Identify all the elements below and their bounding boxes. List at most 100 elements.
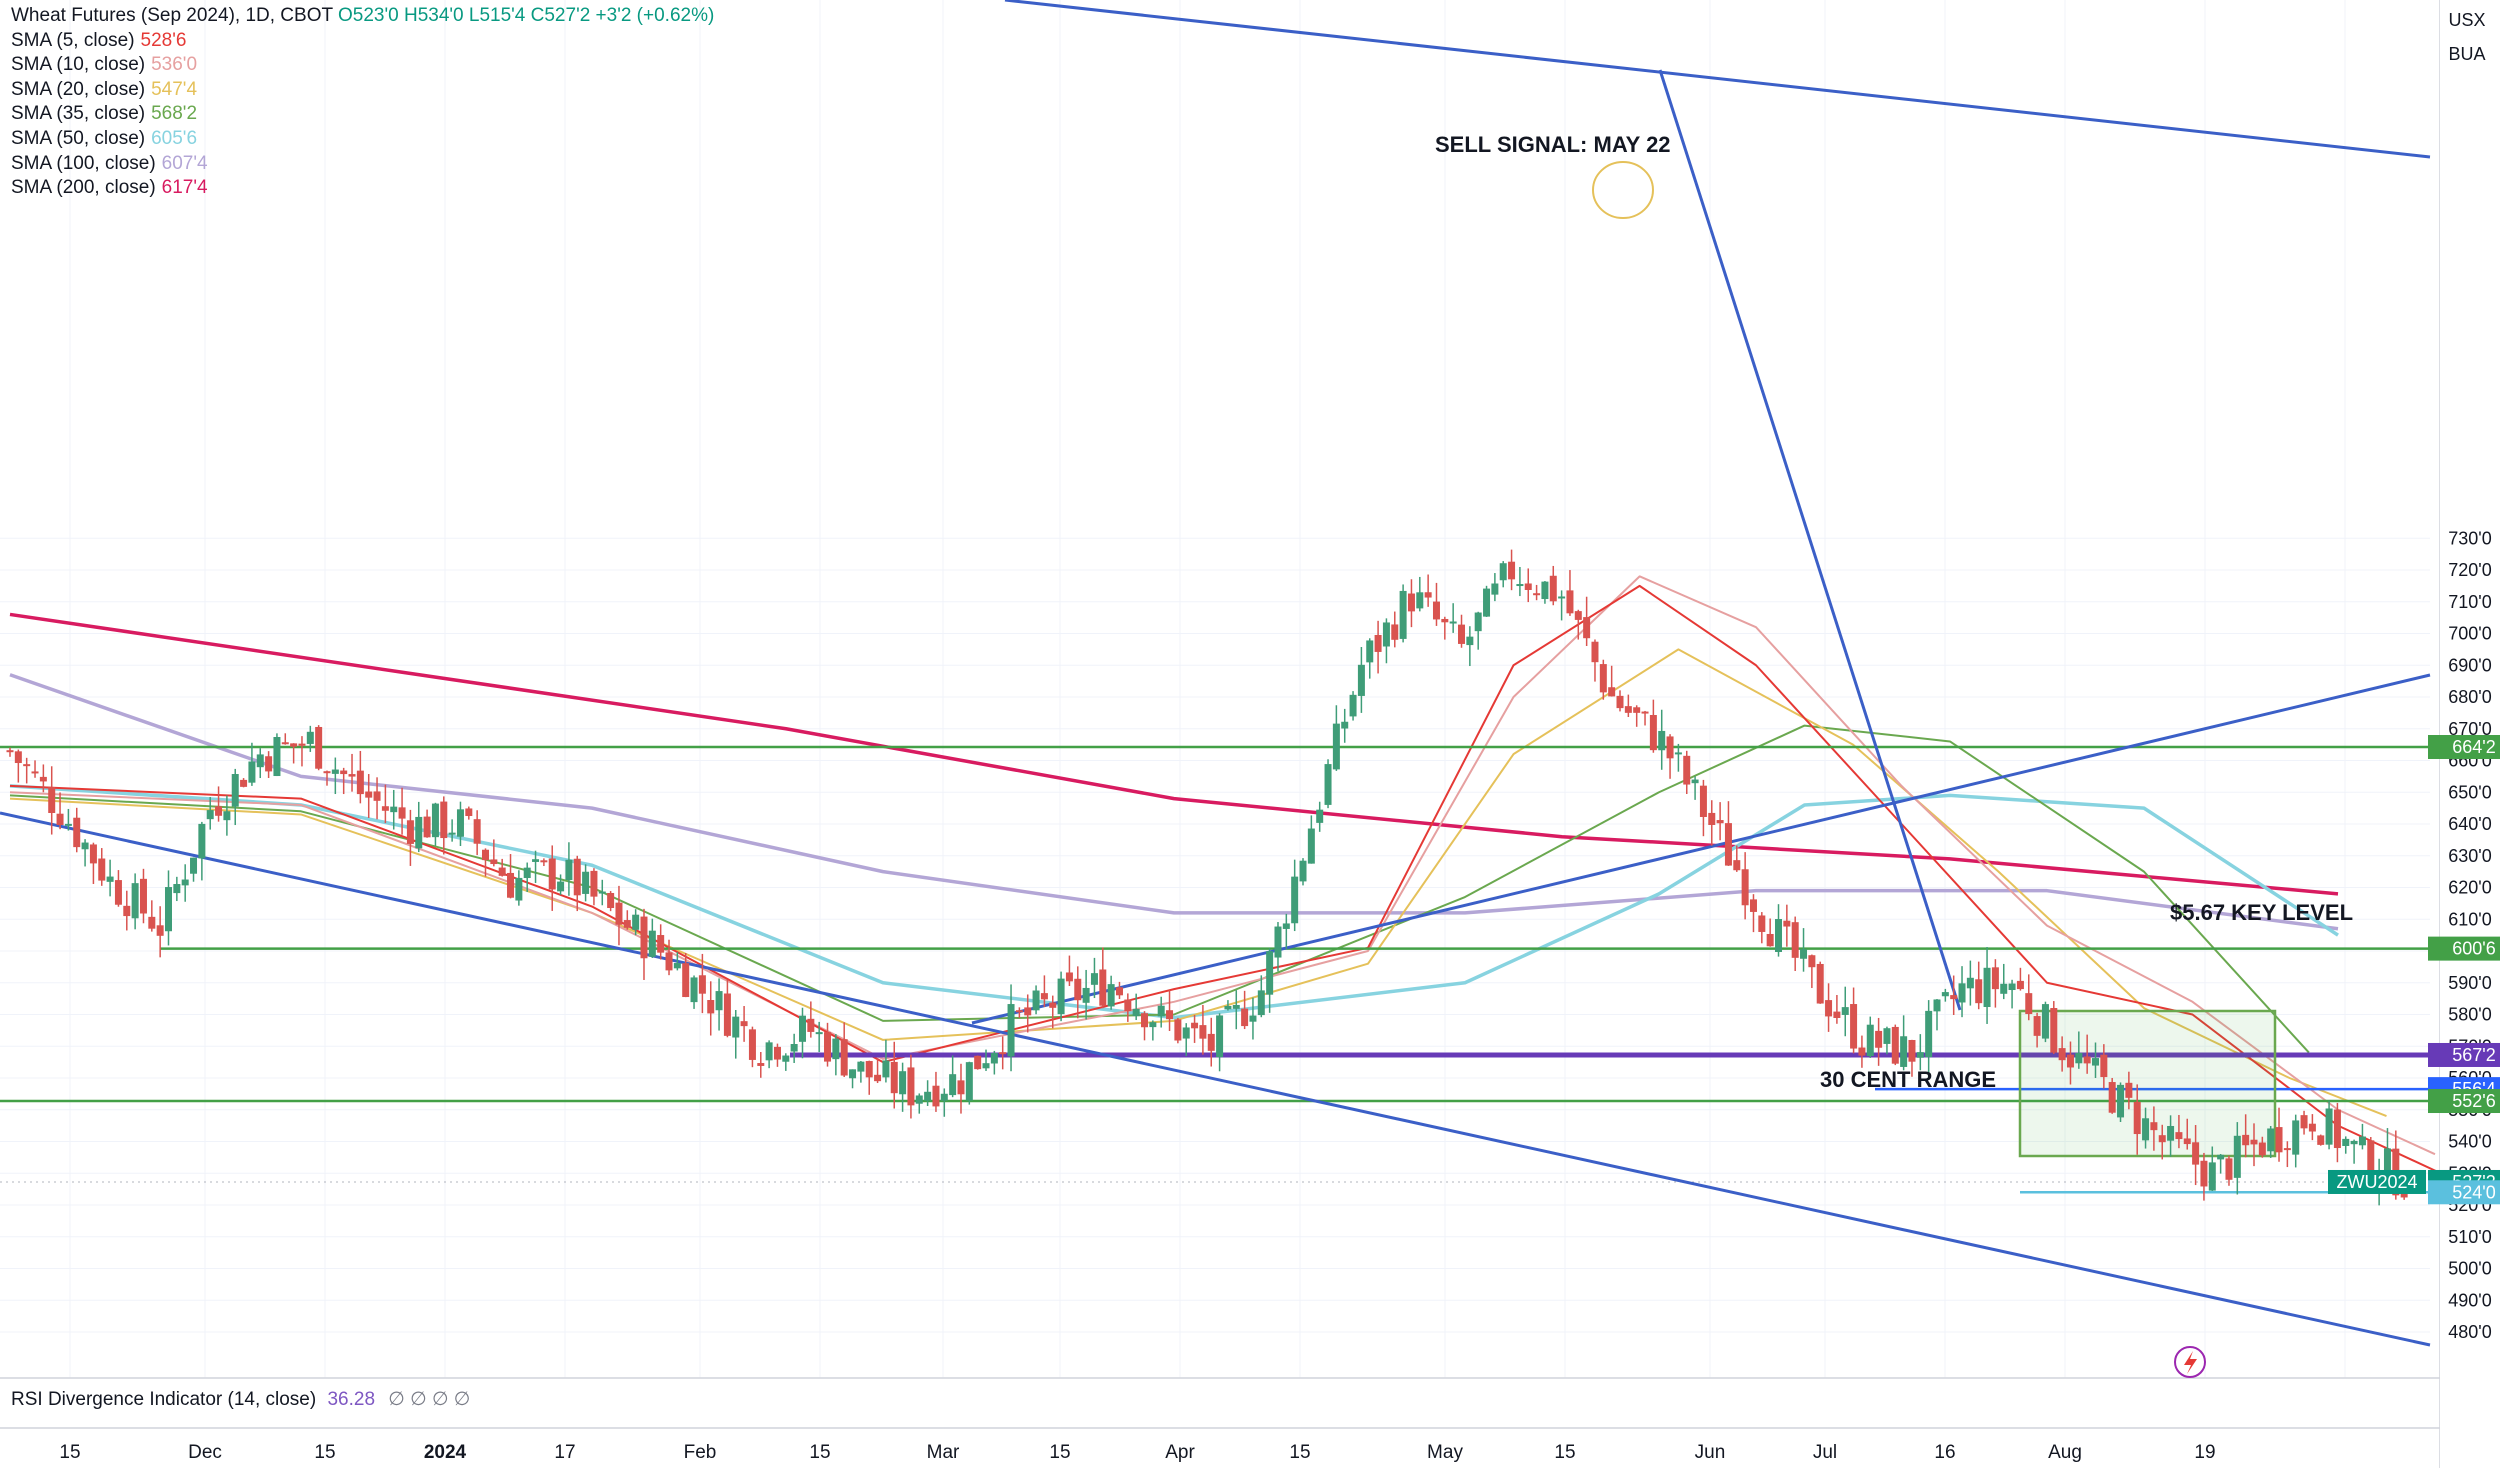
ohlc-open: O523'0 bbox=[338, 5, 399, 26]
price-tag-label: 552'6 bbox=[2452, 1091, 2495, 1111]
candle-body bbox=[1015, 1010, 1023, 1013]
candle-body bbox=[173, 884, 181, 894]
rsi-legend[interactable]: RSI Divergence Indicator (14, close) 36.… bbox=[11, 1388, 470, 1411]
candle-body bbox=[1474, 612, 1482, 632]
candle-body bbox=[365, 791, 373, 798]
candle-body bbox=[1574, 611, 1582, 620]
candle-body bbox=[2350, 1140, 2358, 1145]
candle-body bbox=[131, 883, 139, 919]
candle-body bbox=[1808, 955, 1816, 968]
candle-body bbox=[765, 1042, 773, 1061]
indicator-value: 547'4 bbox=[151, 78, 198, 100]
candle-body bbox=[2342, 1138, 2350, 1146]
candle-body bbox=[1007, 1004, 1015, 1057]
candle-body bbox=[56, 813, 64, 825]
candle-body bbox=[206, 810, 214, 820]
indicator-row[interactable]: SMA (10, close) 536'0 bbox=[11, 53, 714, 78]
price-tag bbox=[2428, 1042, 2500, 1067]
candle-body bbox=[215, 806, 223, 816]
time-axis: 15 Dec 15 2024 17 Feb 15 Mar 15 Apr 15 May 15 Jun Jul 1… bbox=[59, 1442, 2215, 1463]
symbol-tag bbox=[2328, 1169, 2426, 1194]
candle-body bbox=[1866, 1024, 1874, 1057]
rsi-label: RSI Divergence Indicator (14, close) bbox=[11, 1389, 317, 1410]
candle-body bbox=[23, 764, 31, 767]
indicator-label: SMA (20, close) bbox=[11, 78, 146, 100]
candle-body bbox=[1090, 973, 1098, 985]
annotation-key-level: $5.67 KEY LEVEL bbox=[2170, 900, 2353, 925]
candle-body bbox=[890, 1061, 898, 1094]
candle-body bbox=[2183, 1138, 2191, 1145]
candle-body bbox=[1249, 1015, 1257, 1022]
candle-body bbox=[181, 879, 189, 886]
indicator-row[interactable]: SMA (5, close) 528'6 bbox=[11, 29, 714, 54]
candle-body bbox=[1766, 933, 1774, 947]
candle-body bbox=[540, 860, 548, 863]
candle-body bbox=[273, 737, 281, 777]
candle-body bbox=[2383, 1148, 2391, 1177]
candle-body bbox=[1583, 617, 1591, 639]
y-tick-label: 690'0 bbox=[2448, 655, 2491, 675]
candle-body bbox=[723, 993, 731, 1036]
candle-body bbox=[2175, 1132, 2183, 1140]
candle-body bbox=[815, 1032, 823, 1035]
x-tick-label: 15 bbox=[314, 1442, 335, 1463]
indicator-label: SMA (35, close) bbox=[11, 103, 146, 125]
candle-body bbox=[1307, 828, 1315, 864]
indicator-row[interactable]: SMA (20, close) 547'4 bbox=[11, 78, 714, 103]
indicator-row[interactable]: SMA (200, close) 617'4 bbox=[11, 176, 714, 201]
candle-body bbox=[523, 867, 531, 879]
candle-body bbox=[1975, 979, 1983, 1004]
candle-body bbox=[2358, 1136, 2366, 1146]
candle-body bbox=[1666, 736, 1674, 759]
indicator-value: 605'6 bbox=[151, 127, 198, 149]
candle-body bbox=[1032, 990, 1040, 1011]
x-tick-label: 17 bbox=[554, 1442, 575, 1463]
candle-body bbox=[2233, 1135, 2241, 1178]
annotation-sell-signal: SELL SIGNAL: MAY 22 bbox=[1435, 132, 1671, 157]
candle-body bbox=[1207, 1033, 1215, 1051]
candle-body bbox=[323, 771, 331, 774]
candle-body bbox=[1174, 1019, 1182, 1041]
candle-body bbox=[248, 761, 256, 783]
candle-body bbox=[2300, 1115, 2308, 1129]
candle-body bbox=[2325, 1108, 2333, 1145]
candle-body bbox=[1024, 1007, 1032, 1016]
indicator-row[interactable]: SMA (100, close) 607'4 bbox=[11, 152, 714, 177]
candle-body bbox=[1549, 575, 1557, 602]
indicator-row[interactable]: SMA (50, close) 605'6 bbox=[11, 127, 714, 152]
symbol-title-row[interactable]: Wheat Futures (Sep 2024), 1D, CBOT O523'… bbox=[11, 4, 714, 29]
indicator-value: 536'0 bbox=[151, 54, 198, 76]
indicator-legend: Wheat Futures (Sep 2024), 1D, CBOT O523'… bbox=[11, 4, 714, 201]
candle-body bbox=[406, 820, 414, 844]
candle-body bbox=[957, 1080, 965, 1095]
candle-body bbox=[1891, 1026, 1899, 1064]
candle-body bbox=[1049, 1002, 1057, 1008]
price-tag bbox=[2428, 936, 2500, 961]
price-axis-bg bbox=[2440, 0, 2500, 1468]
candle-body bbox=[1149, 1022, 1157, 1028]
candle-body bbox=[448, 832, 456, 835]
candle-body bbox=[773, 1046, 781, 1060]
candle-body bbox=[1674, 752, 1682, 755]
indicator-row[interactable]: SMA (35, close) 568'2 bbox=[11, 102, 714, 127]
candle-body bbox=[2225, 1158, 2233, 1180]
candle-body bbox=[1533, 593, 1541, 596]
candle-body bbox=[1841, 1007, 1849, 1015]
candle-body bbox=[1741, 869, 1749, 906]
x-tick-label: Aug bbox=[2048, 1442, 2082, 1463]
candle-body bbox=[1566, 590, 1574, 614]
candle-body bbox=[223, 811, 231, 821]
price-tag-label: 567'2 bbox=[2452, 1045, 2495, 1065]
candle-body bbox=[1157, 1005, 1165, 1017]
indicator-value: 617'4 bbox=[161, 177, 208, 199]
x-tick-label: 19 bbox=[2194, 1442, 2215, 1463]
candle-body bbox=[1558, 596, 1566, 599]
ohlc-low: L515'4 bbox=[468, 5, 526, 26]
candle-body bbox=[2217, 1154, 2225, 1160]
candle-body bbox=[2367, 1140, 2375, 1182]
candle-body bbox=[924, 1091, 932, 1101]
candle-body bbox=[1649, 714, 1657, 751]
candle-body bbox=[290, 743, 298, 747]
candle-body bbox=[548, 858, 556, 890]
